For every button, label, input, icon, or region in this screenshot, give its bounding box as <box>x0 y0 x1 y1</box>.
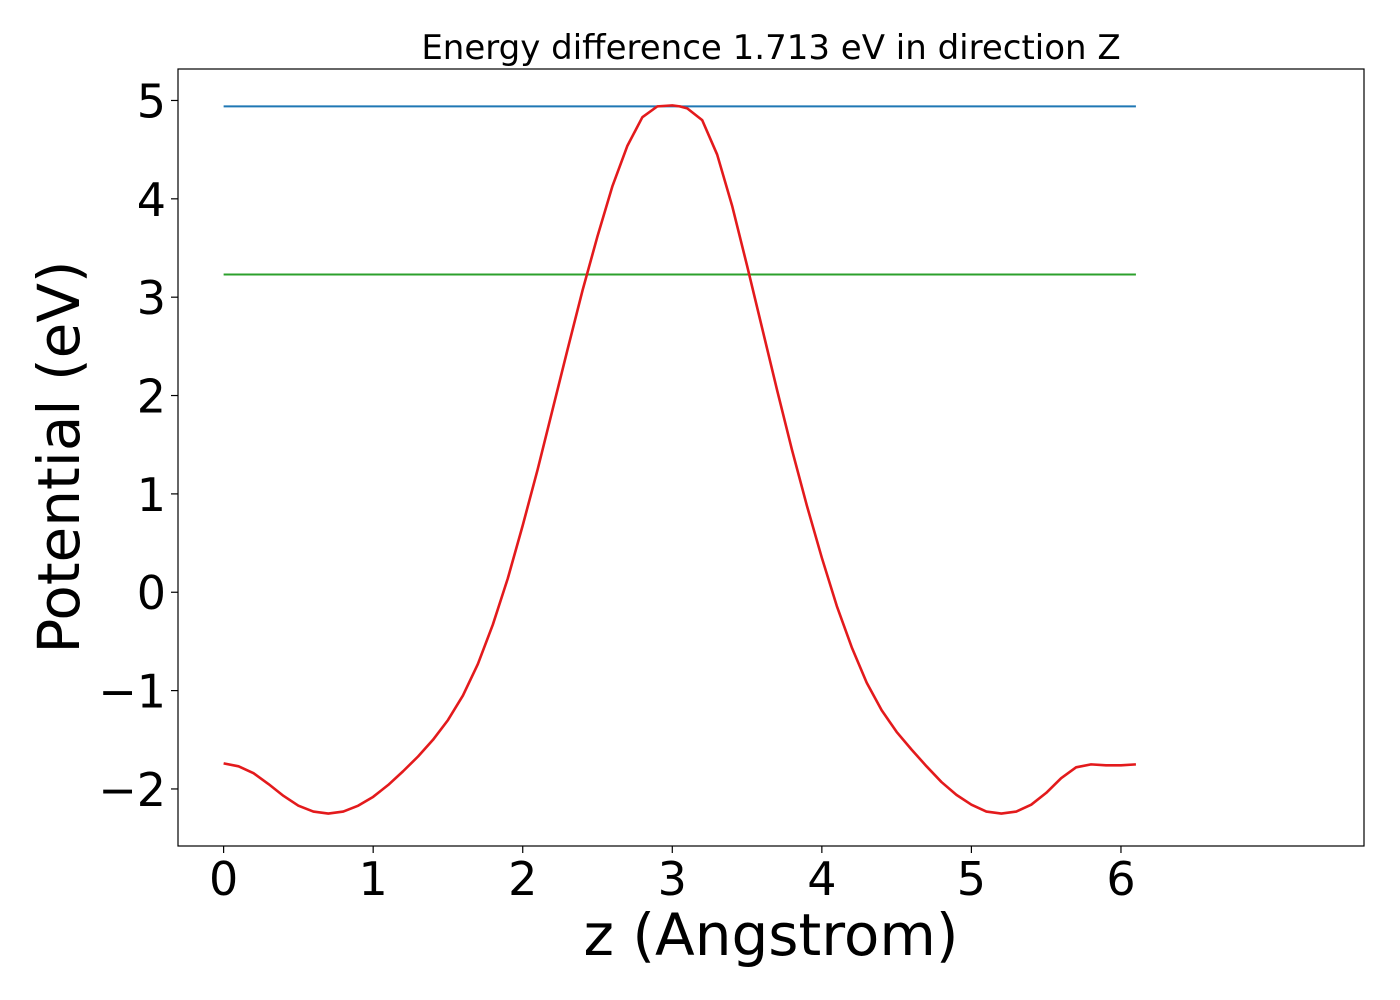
y-axis-label: Potential (eV) <box>25 260 93 653</box>
x-tick-label: 4 <box>807 852 836 906</box>
x-tick-label: 6 <box>1106 852 1135 906</box>
y-tick-label: −2 <box>98 763 166 817</box>
plot-area-frame <box>177 68 1365 847</box>
x-axis-label: z (Angstrom) <box>584 901 959 969</box>
chart-title: Energy difference 1.713 eV in direction … <box>421 28 1120 68</box>
x-tick-label: 5 <box>957 852 986 906</box>
x-tick-label: 2 <box>508 852 537 906</box>
x-tick-label: 3 <box>658 852 687 906</box>
x-axis-ticks: 0 1 2 3 4 5 6 <box>209 846 1136 906</box>
series-line-3 <box>223 104 1137 815</box>
x-tick-label: 0 <box>209 852 238 906</box>
x-tick-label: 1 <box>359 852 388 906</box>
series-layer <box>223 104 1137 815</box>
y-axis-ticks: −2 −1 0 1 2 3 4 5 <box>98 74 178 817</box>
y-tick-label: 3 <box>137 271 166 325</box>
y-tick-label: −1 <box>98 665 166 719</box>
y-tick-label: 1 <box>137 468 166 522</box>
y-tick-label: 4 <box>137 173 166 227</box>
y-tick-label: 5 <box>137 74 166 128</box>
y-tick-label: 2 <box>137 370 166 424</box>
y-tick-label: 0 <box>137 566 166 620</box>
